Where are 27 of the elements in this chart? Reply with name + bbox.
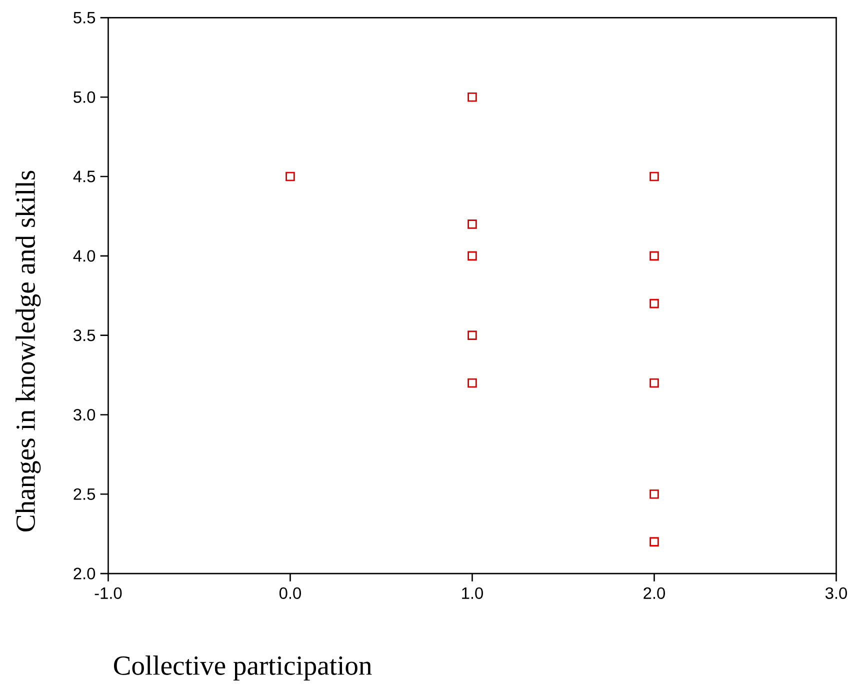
y-tick-label: 4.5 [73,170,96,182]
y-tick-label: 4.0 [73,250,96,262]
y-tick-label: 2.5 [74,488,96,500]
y-tick-label: 3.0 [74,408,96,421]
point [650,172,659,182]
y-tick-label: 3.5 [74,330,96,342]
y-axis-title: Changes in knowledge and skills [16,170,41,532]
x-tick-label: 2.0 [644,587,665,600]
point [650,537,659,546]
point [468,378,477,388]
point [650,251,659,261]
point [468,220,477,229]
point [650,490,659,499]
point [650,298,659,308]
x-tick-label: 3.0 [825,587,847,600]
point [468,330,477,340]
point [650,378,659,388]
y-tick-label: 2.0 [74,568,96,580]
point [468,251,477,261]
x-tick-label: -1.0 [94,587,122,600]
x-tick-label: 0.0 [279,587,301,600]
y-tick-label: 5.5 [74,12,96,24]
x-tick-label: 1.0 [462,587,483,600]
point [286,172,295,182]
point [468,92,477,102]
x-axis-title: Collective participation [114,656,372,681]
y-tick-label: 5.0 [74,91,96,103]
